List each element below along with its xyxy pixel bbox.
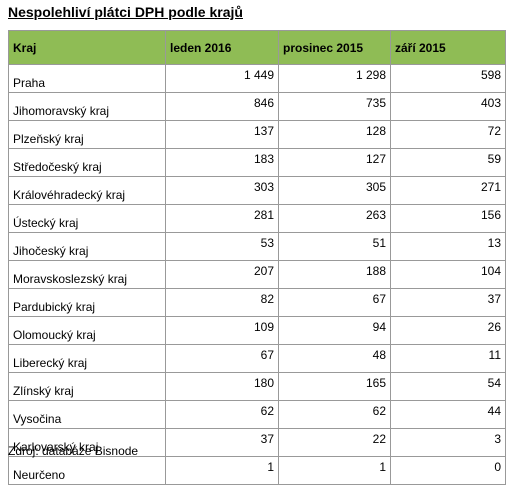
- number-cell: 127: [278, 148, 391, 177]
- region-cell: Zlínský kraj: [8, 372, 166, 401]
- number-cell: 183: [165, 148, 279, 177]
- number-cell: 303: [165, 176, 279, 205]
- page: Nespolehliví plátci DPH podle krajů Kraj…: [8, 4, 506, 485]
- number-cell: 94: [278, 316, 391, 345]
- column-header: Kraj: [8, 30, 166, 65]
- region-cell: Ústecký kraj: [8, 204, 166, 233]
- number-cell: 51: [278, 232, 391, 261]
- table: Kraj leden 2016 prosinec 2015 září 2015 Pra…: [8, 30, 506, 485]
- number-cell: 104: [390, 260, 506, 289]
- region-cell: Královéhradecký kraj: [8, 176, 166, 205]
- number-cell: 59: [390, 148, 506, 177]
- column-header: září 2015: [390, 30, 506, 65]
- column-header: leden 2016: [165, 30, 279, 65]
- number-cell: 598: [390, 64, 506, 93]
- table-row: Olomoucký kraj 109 94 26: [8, 316, 506, 345]
- region-cell: Olomoucký kraj: [8, 316, 166, 345]
- table-row: Jihočeský kraj 53 51 13: [8, 232, 506, 261]
- number-cell: 44: [390, 400, 506, 429]
- table-row: Liberecký kraj 67 48 11: [8, 344, 506, 373]
- number-cell: 109: [165, 316, 279, 345]
- region-cell: Karlovarský kraj: [8, 428, 166, 457]
- title: Nespolehliví plátci DPH podle krajů: [8, 4, 243, 20]
- number-cell: 263: [278, 204, 391, 233]
- number-cell: 207: [165, 260, 279, 289]
- table-row: Ústecký kraj 281 263 156: [8, 204, 506, 233]
- table-row: Neurčeno 1 1 0: [8, 456, 506, 485]
- number-cell: 281: [165, 204, 279, 233]
- number-cell: 54: [390, 372, 506, 401]
- region-cell: Moravskoslezský kraj: [8, 260, 166, 289]
- column-header: prosinec 2015: [278, 30, 391, 65]
- table-row: Královéhradecký kraj 303 305 271: [8, 176, 506, 205]
- number-cell: 67: [165, 344, 279, 373]
- region-cell: Neurčeno: [8, 456, 166, 485]
- number-cell: 62: [278, 400, 391, 429]
- header-row: Kraj leden 2016 prosinec 2015 září 2015: [8, 30, 506, 65]
- number-cell: 846: [165, 92, 279, 121]
- number-cell: 180: [165, 372, 279, 401]
- number-cell: 305: [278, 176, 391, 205]
- region-cell: Pardubický kraj: [8, 288, 166, 317]
- number-cell: 48: [278, 344, 391, 373]
- number-cell: 735: [278, 92, 391, 121]
- region-cell: Praha: [8, 64, 166, 93]
- number-cell: 1: [278, 456, 391, 485]
- number-cell: 1: [165, 456, 279, 485]
- table-row: Jihomoravský kraj 846 735 403: [8, 92, 506, 121]
- number-cell: 72: [390, 120, 506, 149]
- region-cell: Středočeský kraj: [8, 148, 166, 177]
- number-cell: 188: [278, 260, 391, 289]
- number-cell: 3: [390, 428, 506, 457]
- region-cell: Liberecký kraj: [8, 344, 166, 373]
- table-row: Plzeňský kraj 137 128 72: [8, 120, 506, 149]
- number-cell: 11: [390, 344, 506, 373]
- table-row: Zlínský kraj 180 165 54: [8, 372, 506, 401]
- number-cell: 403: [390, 92, 506, 121]
- number-cell: 0: [390, 456, 506, 485]
- table-row: Vysočina 62 62 44: [8, 400, 506, 429]
- region-cell: Jihočeský kraj: [8, 232, 166, 261]
- table-body: Praha 1 449 1 298 598 Jihomoravský kraj 846 73…: [8, 64, 506, 485]
- number-cell: 37: [390, 288, 506, 317]
- region-cell: Jihomoravský kraj: [8, 92, 166, 121]
- number-cell: 1 298: [278, 64, 391, 93]
- number-cell: 137: [165, 120, 279, 149]
- number-cell: 13: [390, 232, 506, 261]
- source-note: Zdroj: databáze Bisnode: [8, 444, 139, 458]
- table-row: Karlovarský kraj 37 22 3: [8, 428, 506, 457]
- number-cell: 26: [390, 316, 506, 345]
- number-cell: 62: [165, 400, 279, 429]
- region-cell: Vysočina: [8, 400, 166, 429]
- number-cell: 37: [165, 428, 279, 457]
- number-cell: 128: [278, 120, 391, 149]
- table-row: Středočeský kraj 183 127 59: [8, 148, 506, 177]
- number-cell: 82: [165, 288, 279, 317]
- table-row: Praha 1 449 1 298 598: [8, 64, 506, 93]
- number-cell: 53: [165, 232, 279, 261]
- number-cell: 165: [278, 372, 391, 401]
- table-row: Pardubický kraj 82 67 37: [8, 288, 506, 317]
- number-cell: 156: [390, 204, 506, 233]
- number-cell: 67: [278, 288, 391, 317]
- number-cell: 271: [390, 176, 506, 205]
- number-cell: 1 449: [165, 64, 279, 93]
- table-row: Moravskoslezský kraj 207 188 104: [8, 260, 506, 289]
- number-cell: 22: [278, 428, 391, 457]
- region-cell: Plzeňský kraj: [8, 120, 166, 149]
